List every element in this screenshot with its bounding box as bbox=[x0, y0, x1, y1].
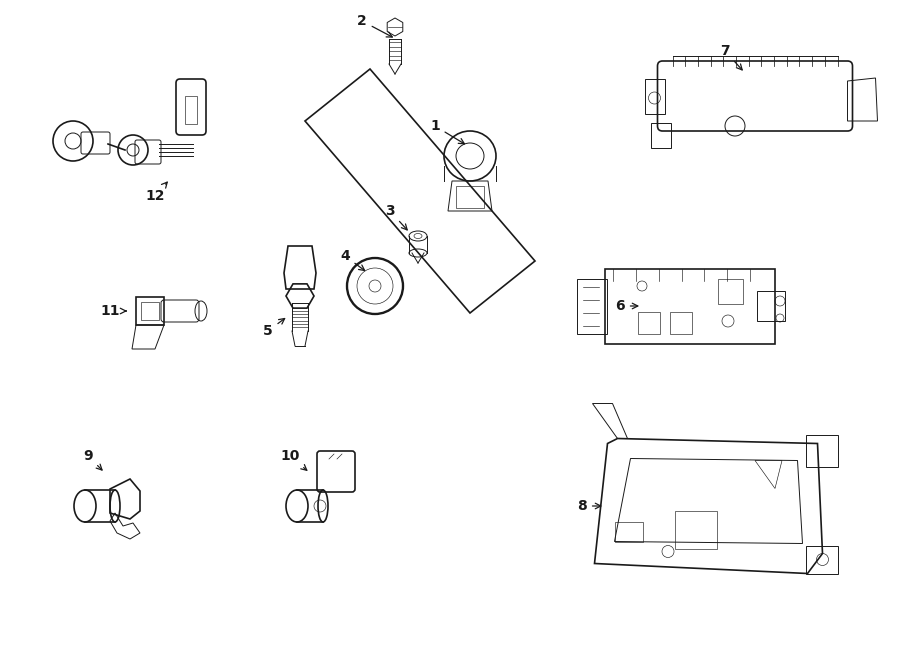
Text: 8: 8 bbox=[577, 499, 601, 513]
Text: 10: 10 bbox=[280, 449, 307, 470]
Text: 6: 6 bbox=[616, 299, 638, 313]
Text: 4: 4 bbox=[340, 249, 364, 270]
Text: 11: 11 bbox=[100, 304, 126, 318]
Text: 3: 3 bbox=[385, 204, 407, 230]
Text: 5: 5 bbox=[263, 319, 284, 338]
Text: 12: 12 bbox=[145, 182, 167, 203]
Text: 2: 2 bbox=[357, 14, 392, 37]
Text: 1: 1 bbox=[430, 119, 464, 144]
Text: 7: 7 bbox=[720, 44, 742, 70]
Text: 9: 9 bbox=[83, 449, 102, 470]
